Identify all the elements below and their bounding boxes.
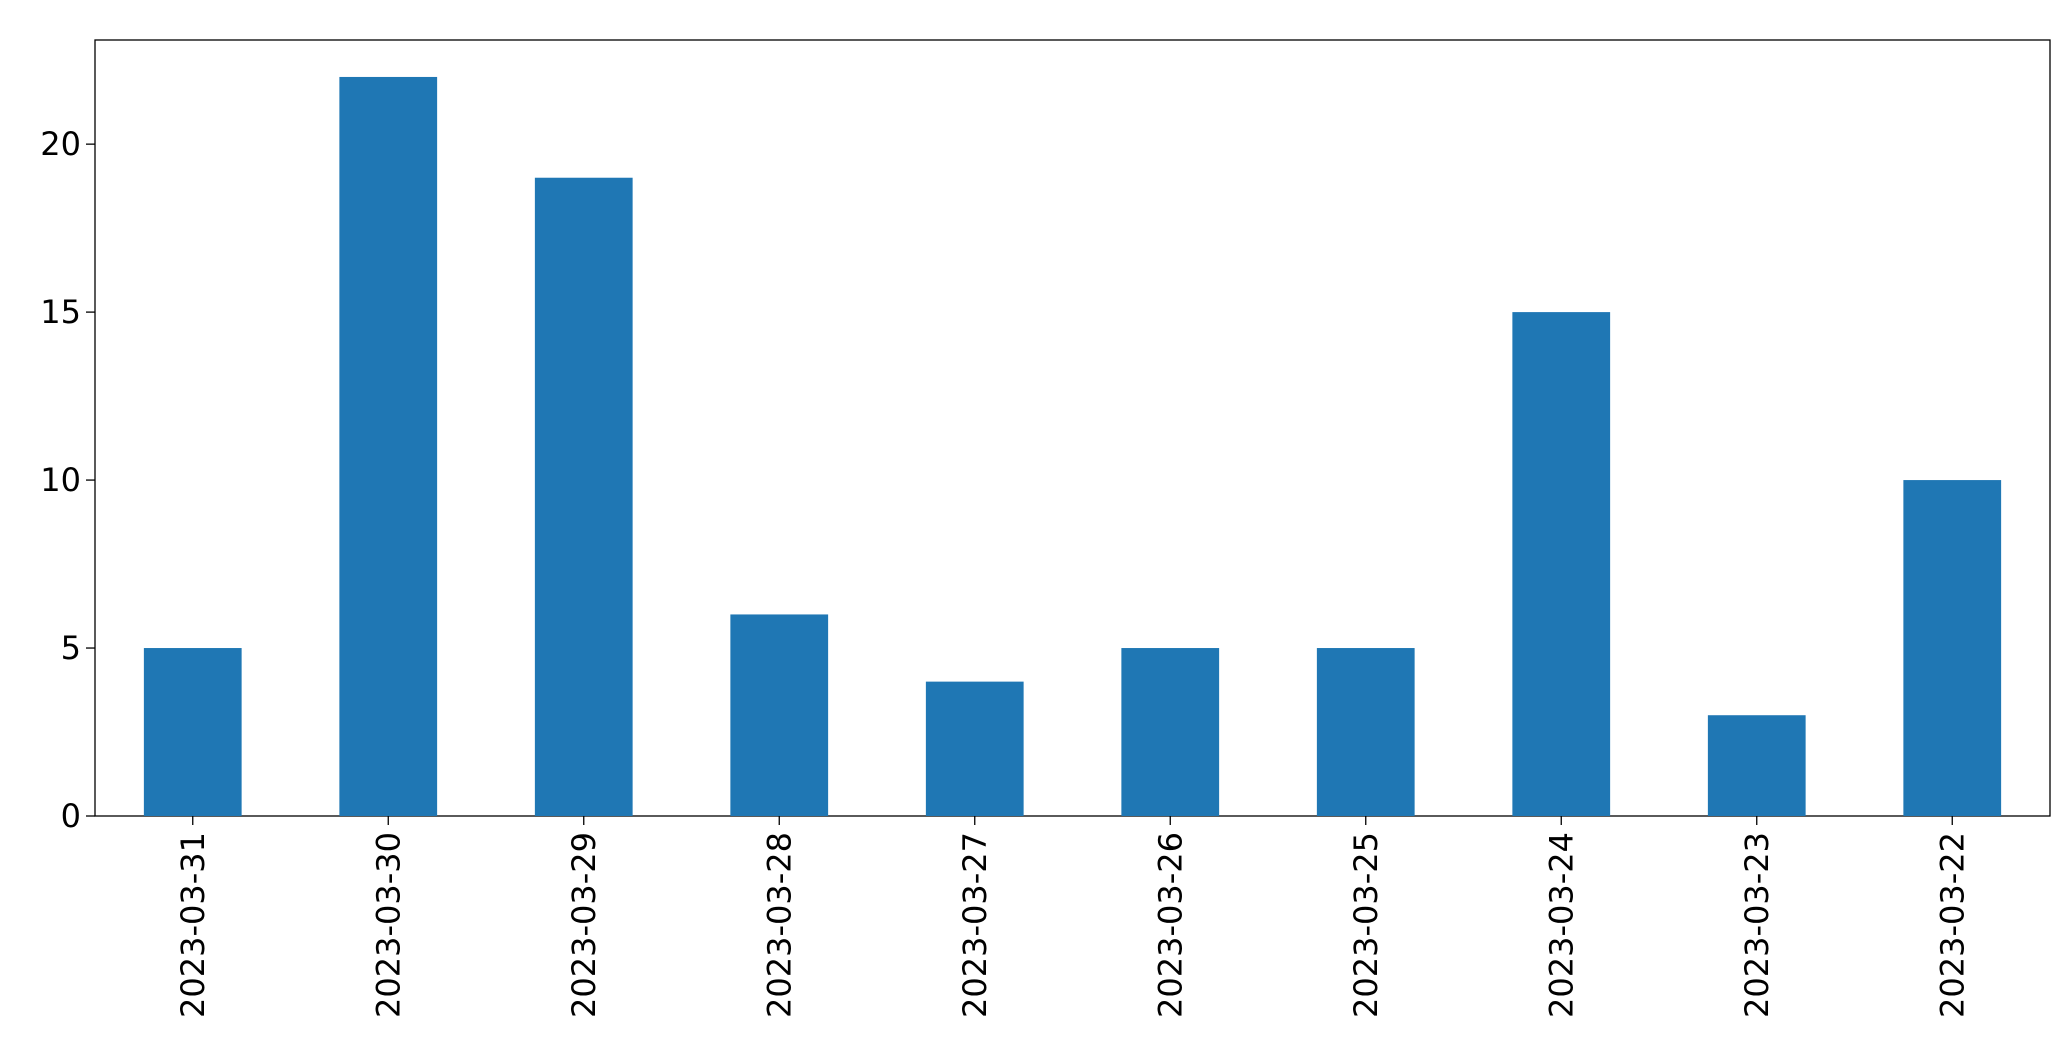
y-tick-label: 5 — [61, 629, 81, 667]
bar — [1707, 715, 1806, 816]
x-tick-label: 2023-03-29 — [565, 832, 603, 1018]
x-tick-label: 2023-03-30 — [369, 832, 407, 1018]
x-tick-label: 2023-03-26 — [1151, 832, 1189, 1018]
y-tick-label: 10 — [40, 461, 81, 499]
x-tick-label: 2023-03-25 — [1347, 832, 1385, 1018]
x-tick-label: 2023-03-31 — [174, 832, 212, 1018]
x-tick-label: 2023-03-24 — [1542, 832, 1580, 1018]
y-tick-label: 0 — [61, 797, 81, 835]
bar — [1316, 648, 1415, 816]
bar — [1903, 480, 2002, 816]
bar — [534, 177, 633, 817]
bar — [730, 614, 829, 816]
y-tick-label: 20 — [40, 125, 81, 163]
bar — [339, 76, 438, 816]
x-tick-label: 2023-03-27 — [956, 832, 994, 1018]
x-tick-label: 2023-03-22 — [1933, 832, 1971, 1018]
plot-frame — [94, 39, 2051, 817]
bar — [1512, 312, 1611, 816]
bar — [1121, 648, 1220, 816]
x-tick-label: 2023-03-23 — [1738, 832, 1776, 1018]
x-tick-label: 2023-03-28 — [760, 832, 798, 1018]
bar — [143, 648, 242, 816]
bar — [925, 681, 1024, 816]
y-tick-label: 15 — [40, 293, 81, 331]
